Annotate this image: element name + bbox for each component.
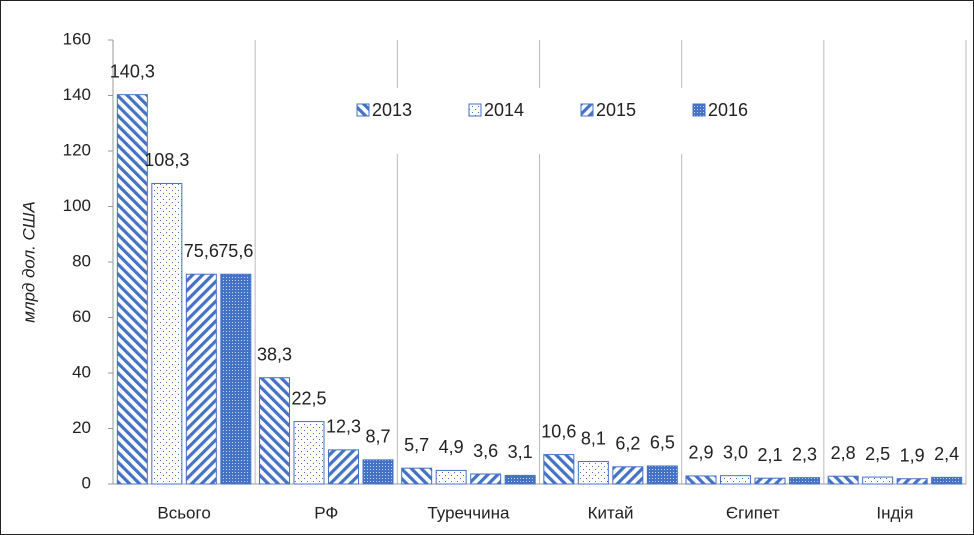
data-label: 6,5 [650,433,675,453]
data-label: 140,3 [110,61,155,81]
x-tick-label: Єгипет [726,503,780,522]
data-label: 3,1 [508,442,533,462]
legend-swatch [580,103,594,117]
data-label: 38,3 [257,344,292,364]
bar [896,478,928,485]
data-label: 10,6 [541,421,576,441]
bar [362,459,394,485]
data-label: 75,6 [184,241,219,261]
data-label: 8,7 [365,427,390,447]
data-label: 2,8 [831,443,856,463]
legend-swatch [692,103,706,117]
legend-label: 2016 [708,100,748,120]
legend-label: 2015 [596,100,636,120]
bar [789,477,820,485]
x-tick-label: Всього [157,503,210,522]
bar [151,182,183,485]
data-label: 12,3 [326,417,361,437]
legend-box [315,88,800,154]
x-tick-label: Туреччина [427,503,510,522]
bar [685,475,717,485]
y-tick-label: 120 [63,140,91,159]
bar [470,473,502,485]
bar [862,476,894,485]
bar [259,377,290,485]
data-label: 22,5 [291,388,326,408]
bar [293,421,325,485]
y-tick-label: 160 [63,29,91,48]
data-label: 2,4 [934,444,959,464]
legend-label: 2014 [484,100,524,120]
data-label: 3,6 [473,441,498,461]
y-axis-title: млрд дол. США [19,201,38,323]
bar [612,466,644,485]
x-tick-label: Китай [588,503,634,522]
bar [543,454,575,485]
bar [116,94,148,485]
data-label: 6,2 [615,434,640,454]
data-label: 2,3 [792,444,817,464]
data-label: 4,9 [439,437,464,457]
bar [504,474,536,485]
y-tick-label: 100 [63,196,91,215]
bar [827,475,859,485]
bar [577,461,609,485]
bar [185,273,217,485]
bar [646,465,678,485]
legend-swatch [468,103,482,117]
data-label: 5,7 [404,435,429,455]
bar [401,467,433,485]
data-label: 8,1 [581,428,606,448]
legend-label: 2013 [372,100,412,120]
y-tick-label: 0 [82,473,91,492]
x-tick-label: Індія [876,503,913,522]
data-label: 2,1 [757,445,782,465]
bar [931,476,963,485]
bar [435,469,467,485]
bar [328,449,359,485]
y-tick-label: 80 [72,251,91,270]
y-tick-label: 140 [63,85,91,104]
data-label: 2,9 [688,443,713,463]
bar [220,273,252,485]
bar [754,477,786,485]
y-tick-label: 20 [72,418,91,437]
y-tick-label: 40 [72,362,91,381]
data-label: 75,6 [218,241,253,261]
data-label: 3,0 [723,442,748,462]
y-tick-label: 60 [72,307,91,326]
bar [720,475,751,485]
data-label: 1,9 [900,445,925,465]
data-label: 108,3 [144,150,189,170]
data-label: 2,5 [865,444,890,464]
legend-swatch [356,103,370,117]
x-tick-label: РФ [314,503,338,522]
